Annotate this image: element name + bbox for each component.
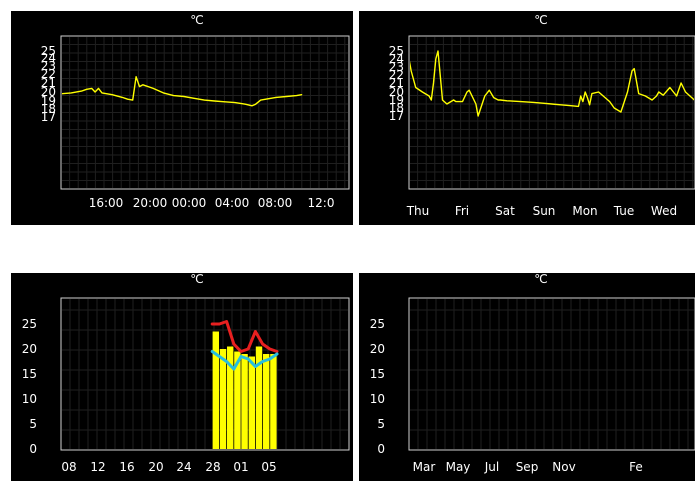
x-tick-label: Sat (495, 204, 515, 218)
y-tick-label: 18 (41, 102, 56, 116)
grid (410, 37, 694, 188)
bar (270, 354, 277, 449)
y-tick-label: 15 (22, 367, 37, 381)
x-tick-label: 05 (261, 460, 276, 474)
x-tick-label: Wed (651, 204, 677, 218)
x-tick-label: 04:00 (215, 196, 250, 210)
x-tick-label: Thu (406, 204, 430, 218)
chart-title: ℃ (534, 273, 547, 286)
chart-title: ℃ (190, 273, 203, 286)
x-tick-label: Nov (552, 460, 575, 474)
bar (241, 354, 248, 449)
y-tick-label: 20 (389, 85, 404, 99)
grid (62, 299, 348, 449)
y-tick-label: 10 (370, 392, 385, 406)
x-tick-label: 01 (233, 460, 248, 474)
y-tick-label: 25 (389, 44, 404, 58)
x-tick-label: 08:00 (258, 196, 293, 210)
y-tick-label: 5 (29, 417, 37, 431)
x-tick-label: 28 (205, 460, 220, 474)
x-tick-label: 16 (119, 460, 134, 474)
plot-area (408, 297, 695, 451)
y-tick-label: 21 (41, 76, 56, 90)
y-tick-label: 23 (41, 59, 56, 73)
series-line-1 (62, 75, 303, 107)
y-tick-label: 18 (389, 101, 404, 115)
y-tick-label: 23 (389, 60, 404, 74)
x-tick-label: May (446, 460, 471, 474)
bar (234, 351, 241, 449)
y-tick-label: 24 (41, 51, 56, 65)
chart-panel-recent-hours: ℃ 25 24 23 22 21 20 19 18 17 16:00 20:00 00:00 04:00 0… (11, 11, 353, 225)
y-tick-label: 25 (41, 44, 56, 58)
chart-title: ℃ (534, 13, 547, 27)
x-tick-label: 08 (61, 460, 76, 474)
grid (62, 37, 348, 188)
x-tick-label: Mar (413, 460, 436, 474)
bar (227, 346, 234, 449)
plot-marks (62, 75, 303, 107)
x-tick-label: Jul (484, 460, 499, 474)
y-tick-label: 17 (41, 110, 56, 124)
y-tick-label: 19 (41, 94, 56, 108)
series-line-2 (210, 350, 279, 371)
y-tick-label: 24 (389, 52, 404, 66)
y-tick-label: 19 (389, 93, 404, 107)
y-tick-label: 0 (377, 442, 385, 456)
y-tick-label: 15 (370, 367, 385, 381)
bar (263, 354, 270, 449)
y-tick-label: 25 (22, 317, 37, 331)
plot-marks (210, 320, 279, 449)
x-tick-label: Fe (629, 460, 643, 474)
y-tick-label: 10 (22, 392, 37, 406)
y-tick-label: 0 (29, 442, 37, 456)
y-tick-label: 21 (389, 76, 404, 90)
chart-panel-month: ℃ 25 20 15 10 5 0 08 12 16 20 24 28 01 05 (11, 273, 353, 481)
y-tick-label: 20 (22, 342, 37, 356)
bar (255, 346, 263, 449)
x-tick-label: 00:00 (172, 196, 207, 210)
series-line-1 (410, 50, 694, 117)
x-tick-label: 20:00 (133, 196, 168, 210)
chart-panel-week: ℃ 25 24 23 22 21 20 19 18 17 Thu Fri Sat Sun Mon Tue Wed (359, 11, 695, 225)
x-tick-label: 12 (90, 460, 105, 474)
x-tick-label: Fri (455, 204, 469, 218)
x-tick-label: 20 (148, 460, 163, 474)
chart-month: ℃ 25 20 15 10 5 0 08 12 16 20 24 28 01 05 (22, 273, 350, 474)
bar (219, 349, 227, 449)
bar (212, 331, 219, 449)
x-tick-label: Sun (533, 204, 556, 218)
y-tick-label: 17 (389, 109, 404, 123)
y-tick-label: 5 (377, 417, 385, 431)
x-tick-label: Tue (613, 204, 635, 218)
y-tick-label: 25 (370, 317, 385, 331)
bar (248, 356, 255, 449)
x-tick-label: Sep (516, 460, 539, 474)
y-tick-label: 22 (389, 68, 404, 82)
x-tick-label: 16:00 (89, 196, 124, 210)
chart-year: ℃ 25 20 15 10 5 0 Mar May Jul Sep Nov Fe (370, 273, 695, 474)
grid (410, 299, 694, 449)
x-tick-label: 24 (176, 460, 191, 474)
y-tick-label: 20 (41, 85, 56, 99)
y-tick-label: 22 (41, 67, 56, 81)
plot-marks (410, 50, 694, 117)
y-tick-label: 20 (370, 342, 385, 356)
x-tick-label: 12:0 (308, 196, 335, 210)
x-tick-label: Mon (572, 204, 597, 218)
series-line-1 (210, 320, 279, 353)
chart-title: ℃ (190, 13, 203, 27)
chart-panel-year: ℃ 25 20 15 10 5 0 Mar May Jul Sep Nov Fe (359, 273, 695, 481)
